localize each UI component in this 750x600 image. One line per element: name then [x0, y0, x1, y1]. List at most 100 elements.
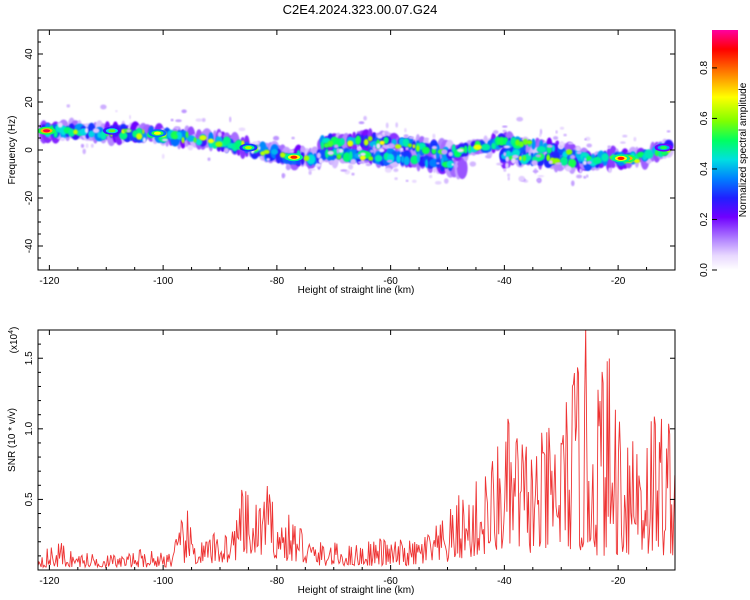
x-tick-label: -40 [497, 276, 512, 287]
heatmap-cell [363, 115, 367, 121]
heatmap-cell [536, 146, 546, 153]
heatmap-cell [363, 139, 369, 146]
heatmap-cell [271, 148, 279, 155]
x-tick-label: -60 [383, 576, 398, 587]
colorbar: 0.0 0.2 0.4 0.6 0.8 Normalized spectral ampl… [699, 30, 749, 277]
heatmap-cell [359, 155, 366, 161]
heatmap-cell [423, 137, 430, 141]
colorbar-tick-label: 0.6 [699, 111, 710, 125]
heatmap-cell [394, 144, 402, 149]
heatmap-cell [355, 135, 362, 145]
heatmap-cell [342, 152, 351, 163]
heatmap-cell [563, 133, 567, 137]
heatmap-cell [316, 152, 321, 159]
heatmap-hotspot [660, 146, 668, 150]
heatmap-cell [457, 157, 468, 180]
heatmap-cell [394, 177, 398, 181]
heatmap-cell [431, 147, 437, 155]
heatmap-hotspot [244, 146, 252, 150]
heatmap-cell [560, 156, 568, 166]
heatmap-cell [444, 178, 449, 184]
heatmap-cell [176, 131, 183, 140]
y-tick-label: 0.5 [24, 492, 35, 506]
heatmap-cell [410, 155, 419, 165]
heatmap-cell [339, 138, 345, 146]
heatmap-cell [546, 155, 550, 161]
y-tick-label: 0 [24, 147, 35, 153]
heatmap-cell [129, 115, 132, 120]
heatmap-cell [451, 144, 456, 153]
heatmap-cell [136, 128, 143, 136]
heatmap-cell [175, 119, 182, 123]
heatmap-cell [60, 137, 66, 142]
x-tick-label: -100 [153, 276, 173, 287]
heatmap-cell [161, 153, 165, 159]
heatmap-cell [379, 140, 385, 145]
colorbar-tick-label: 0.2 [699, 212, 710, 226]
snr-x-label: Height of straight line (km) [298, 585, 415, 596]
heatmap-cell [571, 180, 575, 187]
heatmap-cell [480, 143, 491, 151]
heatmap-hotspot [290, 155, 298, 159]
heatmap-hotspot [108, 129, 116, 133]
heatmap-cell [348, 164, 354, 170]
heatmap-cell [136, 133, 143, 140]
heatmap-cell [531, 160, 538, 166]
heatmap-cell [207, 138, 214, 144]
heatmap-cell [325, 148, 329, 159]
heatmap-cell [579, 168, 583, 174]
heatmap-cell [654, 149, 659, 157]
heatmap-cell [358, 121, 365, 125]
spectrogram-panel: -120 -100 -80 -60 -40 -20 -40 -20 0 20 40 Height o… [7, 29, 676, 296]
heatmap-cell [195, 138, 203, 146]
heatmap-cell [57, 122, 63, 128]
heatmap-cell [463, 145, 468, 154]
heatmap-cell [436, 162, 440, 165]
heatmap-cell [263, 149, 270, 155]
heatmap-cell [360, 152, 366, 156]
heatmap-cell [340, 169, 348, 172]
heatmap-cell [369, 149, 375, 153]
heatmap-cell [320, 141, 325, 150]
heatmap-cell [446, 160, 454, 168]
heatmap-cell [351, 172, 355, 176]
heatmap-cell [620, 141, 626, 144]
heatmap-cell [336, 147, 340, 154]
heatmap-cell [257, 146, 261, 151]
heatmap-cell [503, 168, 507, 172]
heatmap-cell [399, 154, 402, 157]
x-tick-label: -100 [153, 576, 173, 587]
heatmap-cell [412, 144, 416, 149]
heatmap-cell [193, 137, 197, 143]
heatmap-cell [303, 155, 310, 161]
heatmap-cell [333, 144, 339, 149]
heatmap-cell [451, 163, 455, 166]
heatmap-cell [516, 116, 524, 122]
heatmap-cell [505, 162, 509, 169]
heatmap-cell [338, 148, 344, 153]
heatmap-cell [115, 110, 118, 113]
heatmap-cell [66, 104, 71, 108]
heatmap-cell [436, 155, 441, 169]
heatmap-cell [291, 136, 295, 140]
heatmap-cell [559, 126, 565, 130]
heatmap-cell [425, 159, 428, 168]
heatmap-cell [376, 143, 381, 149]
heatmap-cell [273, 135, 280, 141]
heatmap-cell [555, 162, 562, 165]
heatmap-cell [327, 151, 334, 155]
heatmap-cell [82, 148, 86, 155]
heatmap-cell [100, 104, 107, 110]
heatmap-cell [367, 136, 373, 142]
y-tick-label: 40 [24, 48, 35, 60]
colorbar-label: Normalized spectral amplitude [738, 82, 749, 217]
x-tick-label: -20 [611, 576, 626, 587]
heatmap-cell [185, 131, 189, 139]
heatmap-cell [396, 154, 401, 163]
heatmap-cell [491, 142, 496, 150]
heatmap-cell [454, 164, 458, 168]
heatmap-cell [518, 156, 522, 161]
heatmap-cell [456, 148, 464, 153]
heatmap-cell [559, 141, 565, 146]
heatmap-cell [633, 159, 641, 163]
